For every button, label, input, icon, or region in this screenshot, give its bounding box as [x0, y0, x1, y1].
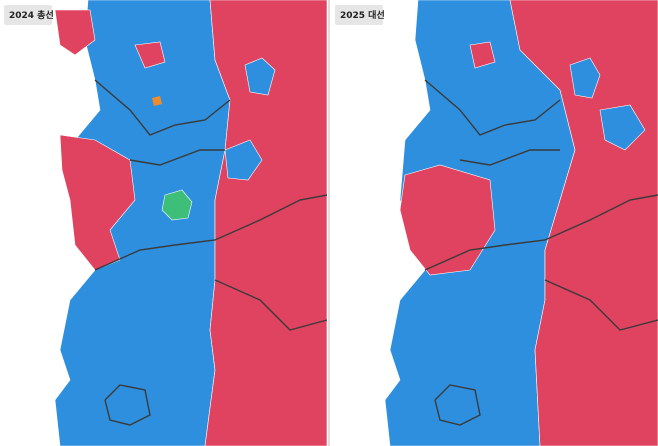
title-badge: [4, 5, 52, 25]
region-red: [54, 9, 96, 56]
panel-title: 2024 총선: [9, 9, 54, 21]
region-blue: [599, 104, 646, 151]
province-border: [434, 384, 481, 426]
region-red: [134, 41, 166, 69]
region-blue: [244, 57, 276, 96]
region-blue: [569, 57, 601, 99]
region-red: [399, 164, 496, 276]
title-badge: [335, 5, 383, 25]
region-blue: [224, 139, 263, 181]
province-border: [94, 194, 328, 271]
province-border: [94, 79, 231, 136]
province-border: [129, 149, 225, 166]
province-border: [424, 79, 561, 136]
region-red: [204, 0, 328, 446]
province-border: [214, 279, 328, 331]
region-green: [161, 189, 193, 221]
map-panel-2025: 2025 대선: [331, 0, 658, 446]
province-border: [544, 279, 658, 331]
map-panel-2024: 2024 총선: [0, 0, 328, 446]
province-border: [424, 194, 658, 271]
province-border: [459, 149, 560, 166]
region-orange: [152, 96, 162, 106]
province-border: [104, 384, 151, 426]
panel-title: 2025 대선: [340, 9, 385, 21]
region-red: [469, 41, 496, 69]
region-red: [59, 134, 136, 271]
